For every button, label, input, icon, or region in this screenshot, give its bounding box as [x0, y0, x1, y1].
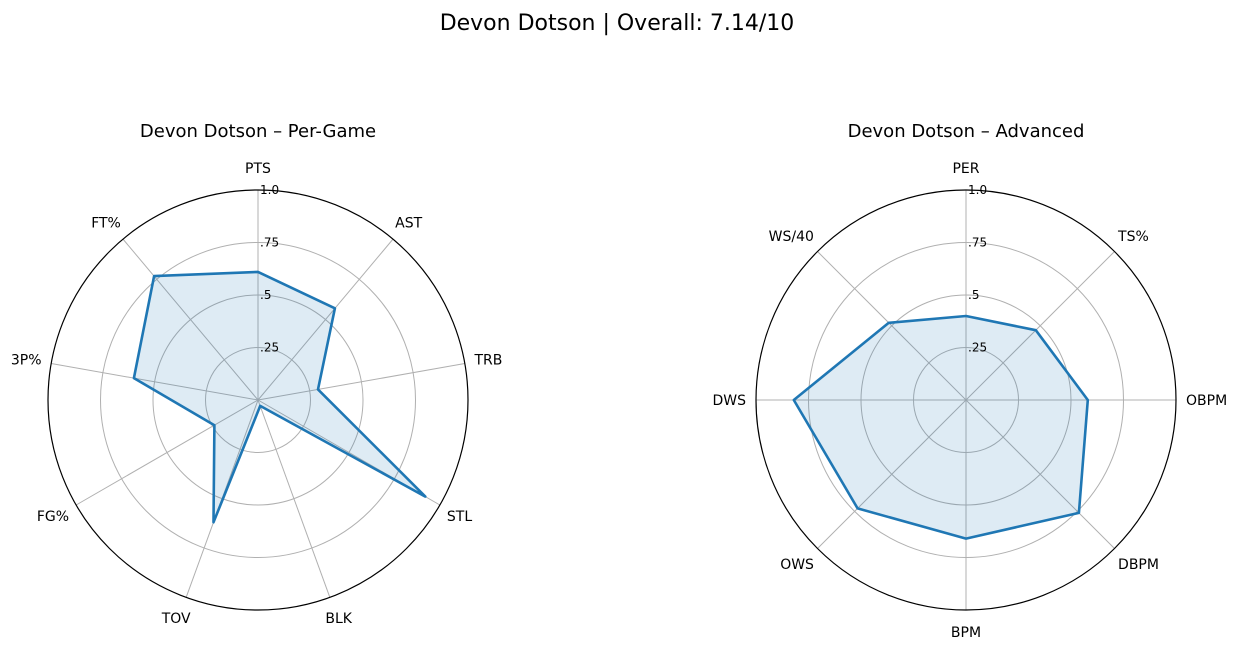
category-label: PTS — [245, 161, 271, 177]
category-label: OWS — [780, 557, 814, 573]
series-line — [792, 314, 1090, 540]
category-label: BLK — [325, 611, 352, 627]
grid-spoke — [122, 238, 259, 401]
grid-spoke — [257, 363, 465, 401]
category-label: FG% — [37, 509, 69, 525]
grid-spoke — [75, 399, 259, 506]
category-label: TOV — [161, 611, 191, 627]
series-fill — [133, 271, 426, 523]
grid-spoke — [257, 238, 394, 401]
series-line — [132, 270, 427, 524]
radial-tick-label: .75 — [260, 236, 279, 250]
category-label: TS% — [1117, 229, 1149, 245]
category-label: 3P% — [11, 353, 42, 369]
category-label: OBPM — [1186, 393, 1227, 409]
grid-spoke — [965, 399, 1115, 549]
radial-tick-label: .25 — [260, 341, 279, 355]
polar-frame — [47, 189, 469, 611]
panel-title: Devon Dotson – Per-Game — [140, 121, 376, 142]
radar-panel-per-game: Devon Dotson – Per-Game .25 .5 .75 1.0 PTS AST… — [11, 121, 502, 627]
category-label: DWS — [712, 393, 746, 409]
category-label: AST — [395, 215, 422, 231]
category-label: FT% — [91, 215, 121, 231]
grid-spoke — [817, 399, 967, 549]
category-label: TRB — [473, 353, 502, 369]
panel-title: Devon Dotson – Advanced — [848, 121, 1085, 142]
polar-frame — [755, 189, 1177, 611]
category-label: DBPM — [1118, 557, 1159, 573]
grid-spoke — [51, 363, 259, 401]
grid-spoke — [965, 251, 1115, 401]
figure-title: Devon Dotson | Overall: 7.14/10 — [440, 11, 795, 36]
category-label: BPM — [951, 625, 981, 641]
radial-tick-label: 1.0 — [968, 183, 987, 197]
radar-panel-advanced: Devon Dotson – Advanced .25 .5 .75 1.0 PER TS%… — [712, 121, 1227, 641]
series-fill — [793, 316, 1088, 539]
category-label: WS/40 — [769, 229, 814, 245]
grid-spoke — [817, 251, 967, 401]
radial-tick-label: 1.0 — [260, 183, 279, 197]
category-label: STL — [447, 509, 472, 525]
radial-tick-label: .5 — [260, 288, 271, 302]
radial-tick-label: .75 — [968, 236, 987, 250]
radial-tick-label: .5 — [968, 288, 979, 302]
category-label: PER — [952, 161, 979, 177]
radial-tick-label: .25 — [968, 341, 987, 355]
grid-spoke — [257, 399, 331, 598]
